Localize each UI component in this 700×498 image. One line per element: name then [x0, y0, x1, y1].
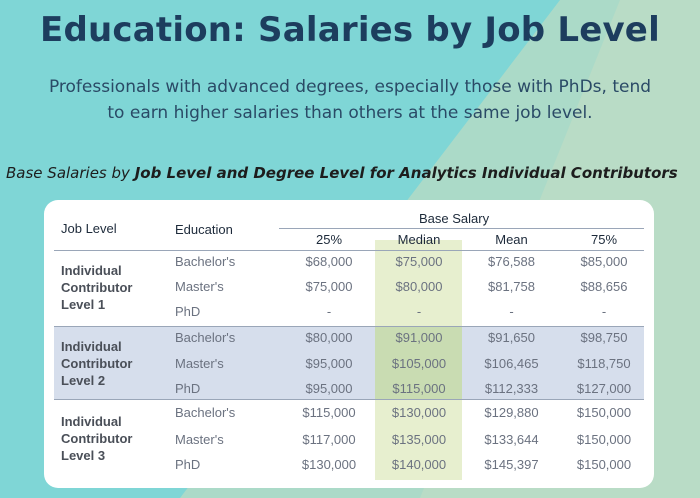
salary-cell: $68,000: [305, 254, 353, 269]
level-2-row-highlight: [54, 326, 644, 399]
salary-cell: $91,650: [488, 330, 535, 345]
education-cell: Bachelor's: [175, 330, 236, 345]
salary-table-card: Job Level Education Base Salary 25% Medi…: [44, 200, 654, 488]
header-75: 75%: [590, 232, 618, 247]
salary-cell: -: [326, 304, 332, 319]
job-level-label: Individual Contributor Level 1: [61, 262, 171, 313]
job-level-line: Contributor: [61, 431, 133, 446]
job-level-line: Level 1: [61, 297, 106, 312]
salary-cell: $135,000: [391, 432, 447, 447]
caption-prefix: Base Salaries by: [6, 164, 135, 182]
education-cell: Bachelor's: [175, 405, 236, 420]
job-level-line: Individual: [61, 414, 122, 429]
salary-cell: $127,000: [576, 381, 632, 396]
salary-cell: -: [416, 304, 422, 319]
header-base-salary: Base Salary: [419, 211, 490, 226]
salary-cell: $133,644: [484, 432, 539, 447]
job-level-line: Contributor: [61, 356, 133, 371]
education-cell: Bachelor's: [175, 254, 236, 269]
salary-cell: $98,750: [580, 330, 628, 345]
job-level-line: Level 2: [61, 373, 106, 388]
job-level-line: Individual: [61, 339, 122, 354]
salary-cell: $76,588: [488, 254, 535, 269]
group-2-divider: [54, 399, 644, 400]
salary-cell: -: [509, 304, 514, 319]
salary-cell: $81,758: [488, 279, 535, 294]
header-25: 25%: [315, 232, 343, 247]
salary-cell: $130,000: [301, 457, 357, 472]
salary-cell: $88,656: [580, 279, 628, 294]
job-level-line: Contributor: [61, 280, 133, 295]
education-cell: PhD: [175, 304, 201, 319]
education-cell: PhD: [175, 457, 201, 472]
salary-cell: $85,000: [580, 254, 628, 269]
subtitle-line-2: to earn higher salaries than others at t…: [107, 103, 593, 123]
salary-cell: $150,000: [576, 405, 632, 420]
header-education: Education: [175, 222, 233, 237]
page-title: Education: Salaries by Job Level: [40, 10, 660, 50]
education-cell: PhD: [175, 381, 201, 396]
job-level-line: Level 3: [61, 448, 106, 463]
salary-cell: $115,000: [392, 381, 446, 396]
table-caption: Base Salaries by Job Level and Degree Le…: [6, 164, 696, 182]
salary-cell: $150,000: [576, 457, 632, 472]
salary-cell: $75,000: [305, 279, 353, 294]
salary-cell: $106,465: [484, 356, 539, 371]
education-cell: Master's: [175, 432, 224, 447]
header-job-level: Job Level: [61, 221, 117, 236]
group-1-divider: [54, 326, 644, 327]
education-cell: Master's: [175, 279, 224, 294]
salary-cell: $75,000: [395, 254, 443, 269]
salary-cell: $91,000: [395, 330, 443, 345]
salary-cell: $150,000: [576, 432, 632, 447]
salary-cell: -: [601, 304, 607, 319]
salary-cell: $129,880: [484, 405, 539, 420]
salary-cell: $95,000: [305, 381, 353, 396]
caption-bold: Job Level and Degree Level for Analytics…: [134, 164, 678, 182]
job-level-line: Individual: [61, 263, 122, 278]
header-divider: [54, 250, 644, 251]
header-median: Median: [397, 232, 441, 247]
job-level-label: Individual Contributor Level 3: [61, 413, 171, 464]
salary-cell: $130,000: [391, 405, 447, 420]
salary-cell: $117,000: [302, 432, 356, 447]
median-level-2-highlight: [375, 326, 462, 399]
salary-cell: $80,000: [305, 330, 353, 345]
salary-cell: $80,000: [395, 279, 443, 294]
salary-cell: $115,000: [302, 405, 356, 420]
education-cell: Master's: [175, 356, 224, 371]
salary-cell: $145,397: [484, 457, 539, 472]
salary-cell: $105,000: [391, 356, 447, 371]
salary-cell: $118,750: [577, 356, 631, 371]
header-mean: Mean: [495, 232, 528, 247]
salary-cell: $140,000: [391, 457, 447, 472]
job-level-label: Individual Contributor Level 2: [61, 338, 171, 389]
salary-cell: $95,000: [305, 356, 353, 371]
base-salary-divider: [279, 228, 644, 229]
salary-cell: $112,333: [484, 381, 539, 396]
subtitle-line-1: Professionals with advanced degrees, esp…: [48, 77, 652, 97]
